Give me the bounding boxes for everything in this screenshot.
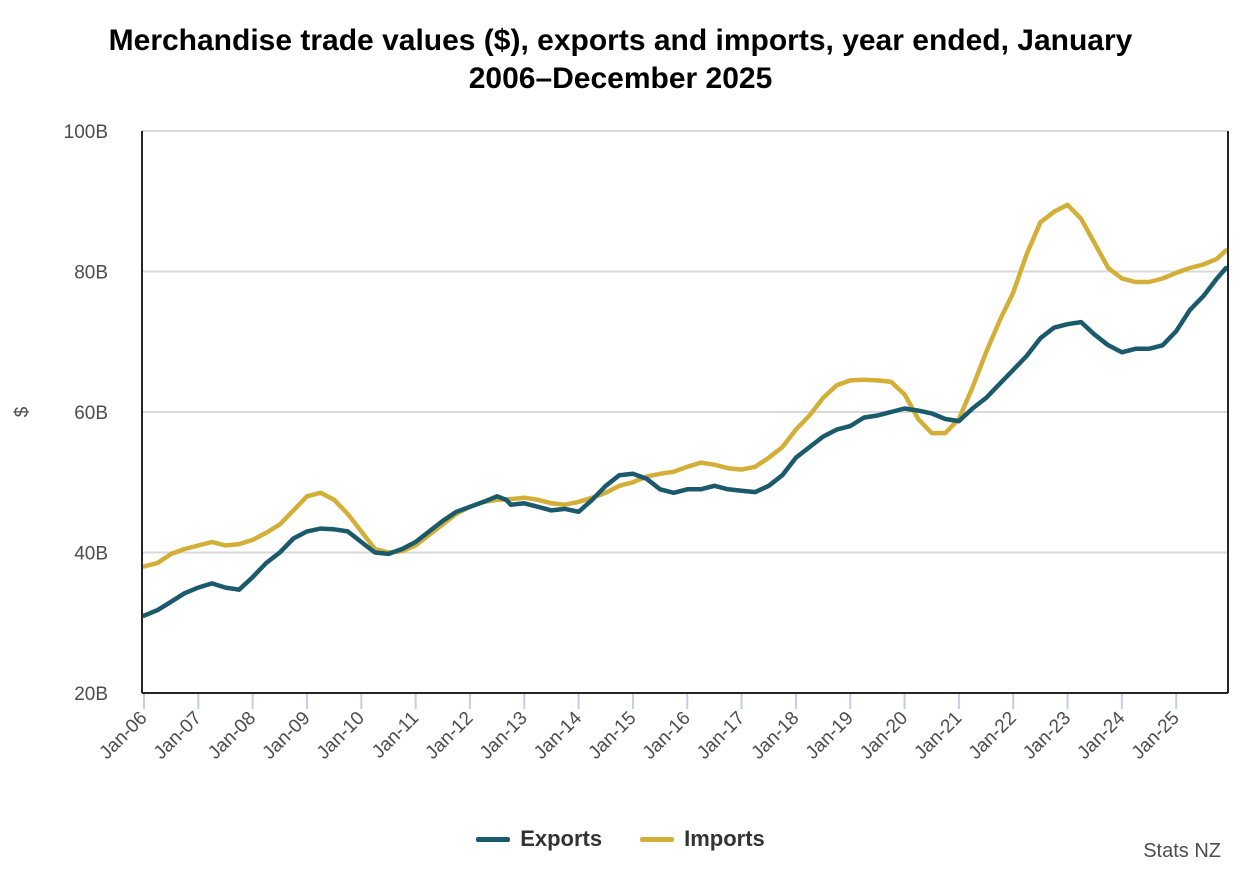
x-tick-label: Jan-15 — [585, 708, 641, 764]
legend-label-imports: Imports — [684, 826, 765, 851]
x-tick-label: Jan-09 — [259, 708, 315, 764]
y-axis-ticks: 20B 40B 60B 80B 100B — [64, 122, 108, 705]
chart-title-line-2: 2006–December 2025 — [468, 62, 773, 95]
x-tick-label: Jan-20 — [856, 708, 912, 764]
source-credit: Stats NZ — [1143, 840, 1221, 862]
x-tick-label: Jan-25 — [1128, 708, 1184, 764]
x-tick-label: Jan-19 — [802, 708, 858, 764]
gridlines — [142, 130, 1228, 554]
series-lines — [141, 202, 1229, 618]
legend: Exports Imports — [0, 826, 1241, 852]
x-tick-label: Jan-06 — [96, 708, 152, 764]
axes — [141, 131, 1229, 694]
legend-item-exports[interactable]: Exports — [476, 826, 602, 852]
y-tick-label: 60B — [74, 403, 108, 424]
x-tick-label: Jan-13 — [476, 708, 532, 764]
x-tick-label: Jan-07 — [150, 708, 206, 764]
x-tick-label: Jan-12 — [422, 708, 478, 764]
x-tick-label: Jan-08 — [204, 708, 260, 764]
chart-title-line-1: Merchandise trade values ($), exports an… — [108, 24, 1133, 57]
x-tick-label: Jan-17 — [693, 708, 749, 764]
y-axis-label: $ — [12, 406, 33, 417]
x-tick-label: Jan-22 — [965, 708, 1021, 764]
imports-swatch — [640, 836, 675, 842]
y-tick-label: 40B — [74, 544, 108, 565]
series-line-exports — [141, 265, 1229, 618]
x-tick-label: Jan-23 — [1019, 708, 1075, 764]
legend-item-imports[interactable]: Imports — [640, 826, 765, 852]
y-tick-label: 100B — [64, 122, 108, 143]
x-tick-label: Jan-10 — [313, 708, 369, 764]
y-tick-label: 20B — [74, 684, 108, 705]
x-tick-label: Jan-14 — [530, 707, 586, 763]
x-tick-label: Jan-18 — [748, 708, 804, 764]
chart-title: Merchandise trade values ($), exports an… — [0, 22, 1241, 98]
y-tick-label: 80B — [74, 263, 108, 284]
legend-label-exports: Exports — [520, 826, 603, 851]
x-tick-label: Jan-16 — [639, 708, 695, 764]
series-line-imports — [141, 202, 1229, 569]
x-tick-label: Jan-24 — [1073, 707, 1129, 763]
x-tick-label: Jan-21 — [910, 708, 966, 764]
x-tick-label: Jan-11 — [368, 708, 423, 763]
exports-swatch — [476, 836, 511, 842]
